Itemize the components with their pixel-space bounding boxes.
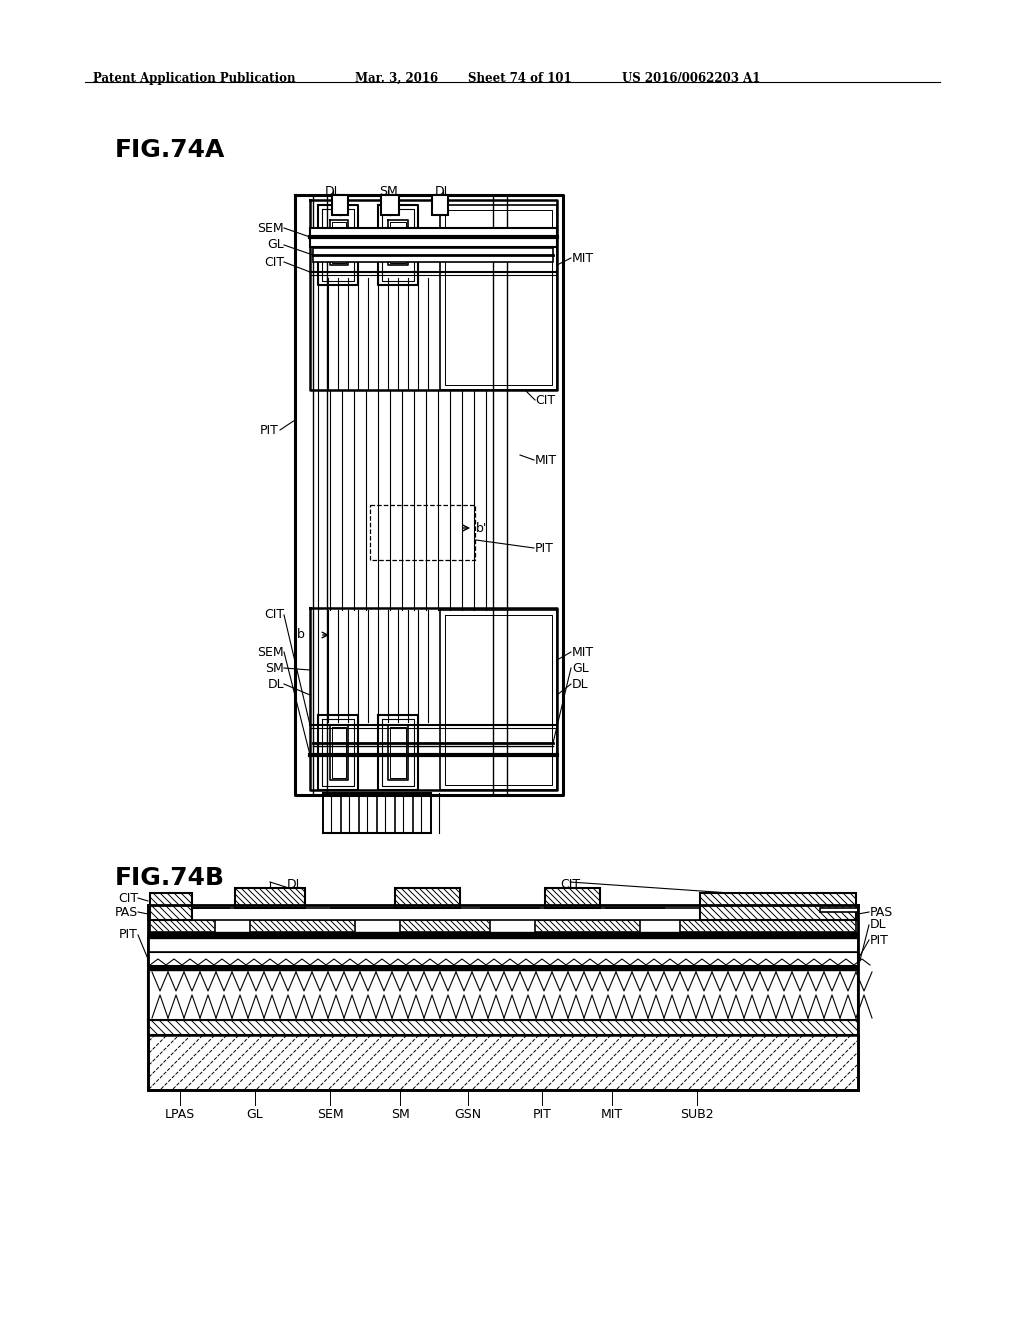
Bar [148, 932, 858, 939]
Bar [150, 894, 193, 920]
Bar [395, 888, 460, 908]
Text: SM: SM [379, 185, 397, 198]
Text: DL: DL [267, 677, 284, 690]
Text: GL: GL [267, 239, 284, 252]
Text: PIT: PIT [119, 928, 138, 941]
Text: US 2016/0062203 A1: US 2016/0062203 A1 [622, 73, 761, 84]
Text: CIT: CIT [118, 891, 138, 904]
Text: GSN: GSN [455, 1107, 481, 1121]
Bar [148, 970, 858, 1020]
Text: Sheet 74 of 101: Sheet 74 of 101 [468, 73, 571, 84]
Bar [381, 195, 399, 215]
Text: PIT: PIT [260, 424, 279, 437]
Text: GL: GL [572, 661, 589, 675]
Text: SUB2: SUB2 [680, 1107, 714, 1121]
Text: DL: DL [434, 185, 452, 198]
Text: DL: DL [287, 878, 303, 891]
Text: SEM: SEM [316, 1107, 343, 1121]
Text: SEM: SEM [257, 222, 284, 235]
Text: Patent Application Publication: Patent Application Publication [93, 73, 296, 84]
Text: b': b' [476, 521, 487, 535]
Text: MIT: MIT [572, 645, 594, 659]
Text: PIT: PIT [532, 1107, 552, 1121]
Bar [148, 1035, 858, 1090]
Text: LPAS: LPAS [165, 1107, 196, 1121]
Bar [250, 920, 355, 932]
Text: SM: SM [265, 661, 284, 675]
Text: GL: GL [247, 1107, 263, 1121]
Text: FIG.74A: FIG.74A [115, 139, 225, 162]
Bar [148, 1020, 858, 1035]
Text: FIG.74B: FIG.74B [115, 866, 225, 890]
Text: Mar. 3, 2016: Mar. 3, 2016 [355, 73, 438, 84]
Bar [332, 195, 348, 215]
Bar [680, 920, 856, 932]
Text: PIT: PIT [870, 933, 889, 946]
Bar [535, 920, 640, 932]
Bar [400, 920, 490, 932]
Bar [310, 228, 557, 247]
Bar [148, 908, 858, 920]
Text: PIT: PIT [535, 541, 554, 554]
Text: CIT: CIT [560, 878, 580, 891]
Bar [545, 888, 600, 908]
Bar [820, 908, 858, 912]
Text: MIT: MIT [535, 454, 557, 466]
Text: CIT: CIT [264, 609, 284, 622]
Bar [148, 966, 858, 970]
Text: b: b [297, 628, 305, 642]
Text: DL: DL [572, 677, 589, 690]
Text: PAS: PAS [870, 906, 893, 919]
Text: DL: DL [870, 919, 887, 932]
Text: CIT: CIT [535, 393, 555, 407]
Text: SEM: SEM [257, 645, 284, 659]
Text: CIT: CIT [264, 256, 284, 268]
Text: MIT: MIT [572, 252, 594, 264]
Bar [150, 920, 215, 932]
Bar [313, 248, 553, 261]
Text: DL: DL [325, 185, 341, 198]
Text: MIT: MIT [601, 1107, 623, 1121]
Bar [148, 939, 858, 952]
Bar [700, 894, 856, 920]
Bar [234, 888, 305, 908]
Text: SM: SM [390, 1107, 410, 1121]
Bar [432, 195, 449, 215]
Bar [148, 952, 858, 966]
Text: PAS: PAS [115, 906, 138, 919]
